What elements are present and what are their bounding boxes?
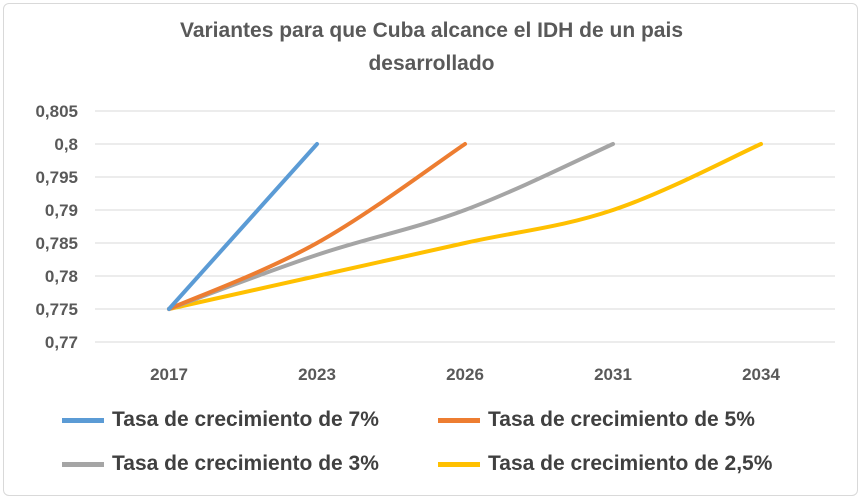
x-tick-label: 2026 — [446, 365, 484, 384]
legend-swatch-5pct — [438, 417, 480, 423]
y-tick-label: 0,79 — [45, 201, 78, 220]
legend-item-5pct[interactable]: Tasa de crecimiento de 5% — [438, 408, 755, 432]
legend-swatch-7pct — [62, 417, 104, 423]
chart-title-line-2: desarrollado — [368, 52, 495, 75]
legend-label-2-5pct: Tasa de crecimiento de 2,5% — [488, 452, 773, 475]
y-tick-label: 0,785 — [35, 234, 78, 253]
series-line-2-5pct — [167, 142, 763, 311]
y-tick-label: 0,795 — [35, 168, 78, 187]
legend-label-7pct: Tasa de crecimiento de 7% — [112, 408, 379, 431]
x-tick-label: 2023 — [298, 365, 336, 384]
legend-label-3pct: Tasa de crecimiento de 3% — [112, 452, 379, 475]
chart-title-line-1: Variantes para que Cuba alcance el IDH d… — [179, 19, 683, 42]
y-tick-label: 0,8 — [54, 135, 78, 154]
y-tick-label: 0,805 — [35, 102, 78, 121]
series-line-5pct — [167, 142, 467, 311]
x-tick-label: 2017 — [150, 365, 188, 384]
x-tick-label: 2034 — [742, 365, 780, 384]
y-tick-label: 0,775 — [35, 300, 78, 319]
series-line-3pct — [167, 142, 615, 311]
x-tick-label: 2031 — [594, 365, 632, 384]
series-line-7pct — [167, 142, 319, 311]
chart-title: Variantes para que Cuba alcance el IDH d… — [0, 14, 863, 80]
legend-label-5pct: Tasa de crecimiento de 5% — [488, 408, 755, 431]
legend-swatch-3pct — [62, 461, 104, 467]
legend-item-7pct[interactable]: Tasa de crecimiento de 7% — [62, 408, 379, 432]
legend-swatch-2-5pct — [438, 461, 480, 467]
y-tick-label: 0,77 — [45, 333, 78, 352]
legend-item-2-5pct[interactable]: Tasa de crecimiento de 2,5% — [438, 452, 772, 476]
legend-item-3pct[interactable]: Tasa de crecimiento de 3% — [62, 452, 379, 476]
y-tick-label: 0,78 — [45, 267, 78, 286]
